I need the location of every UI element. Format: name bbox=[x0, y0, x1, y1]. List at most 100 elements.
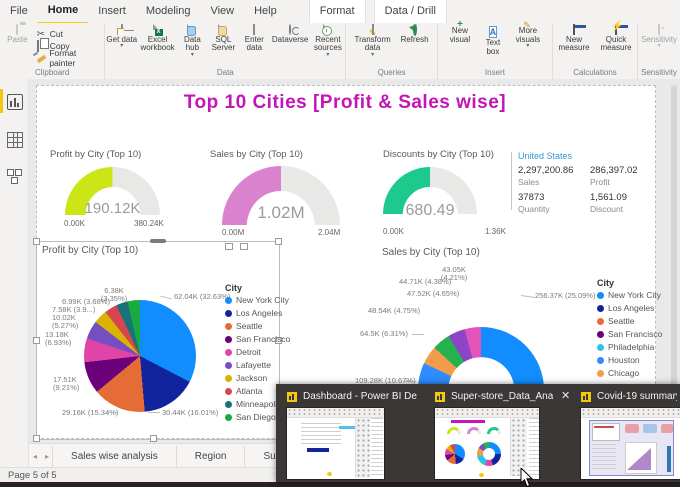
donut-label: 47.52K (4.65%) bbox=[407, 289, 460, 298]
card-label: Discount bbox=[590, 204, 624, 214]
window-preview-header: Super-store_Data_Analysi... bbox=[435, 390, 553, 403]
data-hub-button[interactable]: Data hub ▾ bbox=[177, 24, 208, 59]
card-label: Profit bbox=[590, 177, 610, 187]
enter-data-button[interactable]: Enter data bbox=[239, 24, 270, 54]
ribbon-group-sensitivity: Sensitivity ▾ Sensitivity bbox=[638, 23, 680, 79]
legend-item[interactable]: Los Angeles bbox=[597, 303, 654, 313]
visual-drag-handle[interactable] bbox=[150, 239, 166, 243]
gauge-arc bbox=[222, 166, 340, 225]
recent-sources-icon bbox=[321, 24, 332, 36]
pie-label: 13.18K (6.93%) bbox=[45, 330, 72, 347]
legend-item[interactable]: Los Angeles bbox=[225, 308, 282, 318]
new-measure-button[interactable]: New measure bbox=[553, 24, 595, 54]
ribbon-tab-bar: File Home Insert Modeling View Help Form… bbox=[0, 0, 680, 25]
get-data-button[interactable]: Get data ▾ bbox=[105, 24, 138, 50]
text-box-button[interactable]: A Text box bbox=[485, 26, 501, 56]
legend-item[interactable]: Houston bbox=[597, 355, 640, 365]
tab-insert[interactable]: Insert bbox=[98, 5, 126, 17]
transform-data-icon: ✎ bbox=[369, 24, 377, 37]
gauge-min: 0.00K bbox=[383, 227, 404, 236]
window-thumbnail[interactable] bbox=[580, 407, 680, 480]
cut-button[interactable]: ✂ Cut bbox=[36, 29, 63, 40]
page-indicator: Page 5 of 5 bbox=[8, 470, 57, 481]
prev-page-arrow[interactable]: ◂ bbox=[33, 451, 38, 461]
database-icon bbox=[120, 24, 123, 35]
new-measure-icon bbox=[573, 24, 575, 35]
refresh-button[interactable]: Refresh bbox=[396, 23, 434, 45]
quick-measure-button[interactable]: ⚡ Quick measure bbox=[600, 21, 632, 52]
resize-handle[interactable] bbox=[33, 337, 40, 344]
legend-item[interactable]: San Francisco bbox=[597, 329, 662, 339]
gauge-min: 0.00K bbox=[64, 219, 85, 228]
paste-icon bbox=[16, 24, 19, 35]
excel-workbook-button[interactable]: X Excel workbook bbox=[138, 24, 177, 54]
sql-server-icon bbox=[218, 24, 228, 36]
tab-modeling[interactable]: Modeling bbox=[145, 5, 191, 17]
ribbon-group-clipboard: Paste ✂ Cut Copy Format painter Clipboard bbox=[0, 23, 106, 79]
paste-button[interactable]: Paste bbox=[0, 24, 35, 45]
legend-dot bbox=[225, 400, 232, 408]
scissors-icon: ✂ bbox=[36, 29, 46, 40]
donut-label: 48.54K (4.75%) bbox=[368, 306, 421, 315]
sql-server-button[interactable]: SQL Server bbox=[208, 24, 239, 54]
group-label-insert: Insert bbox=[484, 68, 505, 77]
resize-handle[interactable] bbox=[150, 435, 157, 442]
donut-label: 64.5K (6.31%) bbox=[360, 329, 408, 338]
pie-chart[interactable] bbox=[84, 300, 196, 412]
report-view-icon[interactable] bbox=[7, 94, 23, 110]
legend-item[interactable]: Jackson bbox=[225, 373, 267, 383]
close-window-button[interactable]: ✕ bbox=[561, 390, 571, 402]
tab-view[interactable]: View bbox=[210, 5, 235, 17]
legend-item[interactable]: Philadelphia bbox=[597, 342, 654, 352]
legend-item[interactable]: Seattle bbox=[225, 321, 262, 331]
sensitivity-button[interactable]: Sensitivity ▾ bbox=[638, 24, 680, 50]
dropdown-caret-icon: ▾ bbox=[326, 51, 330, 58]
legend-item[interactable]: New York City bbox=[225, 295, 289, 305]
window-title: Dashboard - Power BI Desktop bbox=[303, 391, 417, 402]
legend-item[interactable]: San Diego bbox=[225, 412, 276, 422]
tab-format[interactable]: Format bbox=[308, 0, 366, 25]
page-tab-region[interactable]: Region bbox=[175, 445, 246, 467]
tab-data-drill[interactable]: Data / Drill bbox=[373, 0, 447, 25]
report-canvas: Top 10 Cities [Profit & Sales wise] bbox=[29, 79, 680, 443]
next-page-arrow[interactable]: ▸ bbox=[45, 451, 50, 461]
page-tab-sales-wise-analysis[interactable]: Sales wise analysis bbox=[52, 445, 177, 467]
new-visual-button[interactable]: + New visual bbox=[449, 19, 471, 44]
format-painter-button[interactable]: Format painter bbox=[37, 48, 103, 68]
resize-handle[interactable] bbox=[33, 238, 40, 245]
visual-title: Profit by City (Top 10) bbox=[50, 149, 142, 160]
tab-help[interactable]: Help bbox=[254, 5, 277, 17]
more-options-icon[interactable] bbox=[240, 243, 248, 250]
vertical-scrollbar[interactable] bbox=[671, 85, 677, 433]
group-label-queries: Queries bbox=[377, 68, 406, 77]
legend-item[interactable]: Seattle bbox=[597, 316, 634, 326]
tab-home[interactable]: Home bbox=[37, 0, 89, 25]
transform-data-button[interactable]: ✎ Transform data ▾ bbox=[350, 24, 396, 59]
copy-button[interactable]: Copy bbox=[36, 40, 103, 52]
legend-item[interactable]: San Francisco bbox=[225, 334, 290, 344]
visual-title: Sales by City (Top 10) bbox=[210, 149, 303, 160]
dropdown-caret-icon: ▾ bbox=[657, 43, 661, 49]
legend-item[interactable]: Minneapolis bbox=[225, 399, 281, 409]
window-thumbnail[interactable] bbox=[434, 407, 540, 480]
legend-item[interactable]: Detroit bbox=[225, 347, 261, 357]
more-visuals-button[interactable]: ✎ More visuals ▾ bbox=[508, 20, 548, 50]
resize-handle[interactable] bbox=[275, 337, 282, 344]
resize-handle[interactable] bbox=[275, 238, 282, 245]
window-thumbnail[interactable] bbox=[286, 407, 385, 480]
focus-mode-icon[interactable] bbox=[225, 243, 233, 250]
legend-item[interactable]: Lafayette bbox=[225, 360, 271, 370]
window-preview-header: Dashboard - Power BI Desktop bbox=[287, 390, 417, 403]
recent-sources-button[interactable]: Recent sources ▾ bbox=[310, 24, 345, 59]
legend-item[interactable]: New York City bbox=[597, 290, 661, 300]
legend-item[interactable]: Atlanta bbox=[225, 386, 262, 396]
tab-file[interactable]: File bbox=[10, 5, 28, 17]
data-view-icon[interactable] bbox=[7, 132, 23, 148]
resize-handle[interactable] bbox=[33, 435, 40, 442]
model-view-icon[interactable] bbox=[7, 169, 22, 184]
ribbon-group-insert: + New visual A Text box ✎ More visuals ▾ … bbox=[438, 19, 553, 79]
legend-item[interactable]: Chicago bbox=[597, 368, 639, 378]
legend-title: City bbox=[597, 278, 615, 288]
format-painter-icon bbox=[37, 53, 47, 63]
dataverse-button[interactable]: Dataverse bbox=[270, 24, 311, 45]
